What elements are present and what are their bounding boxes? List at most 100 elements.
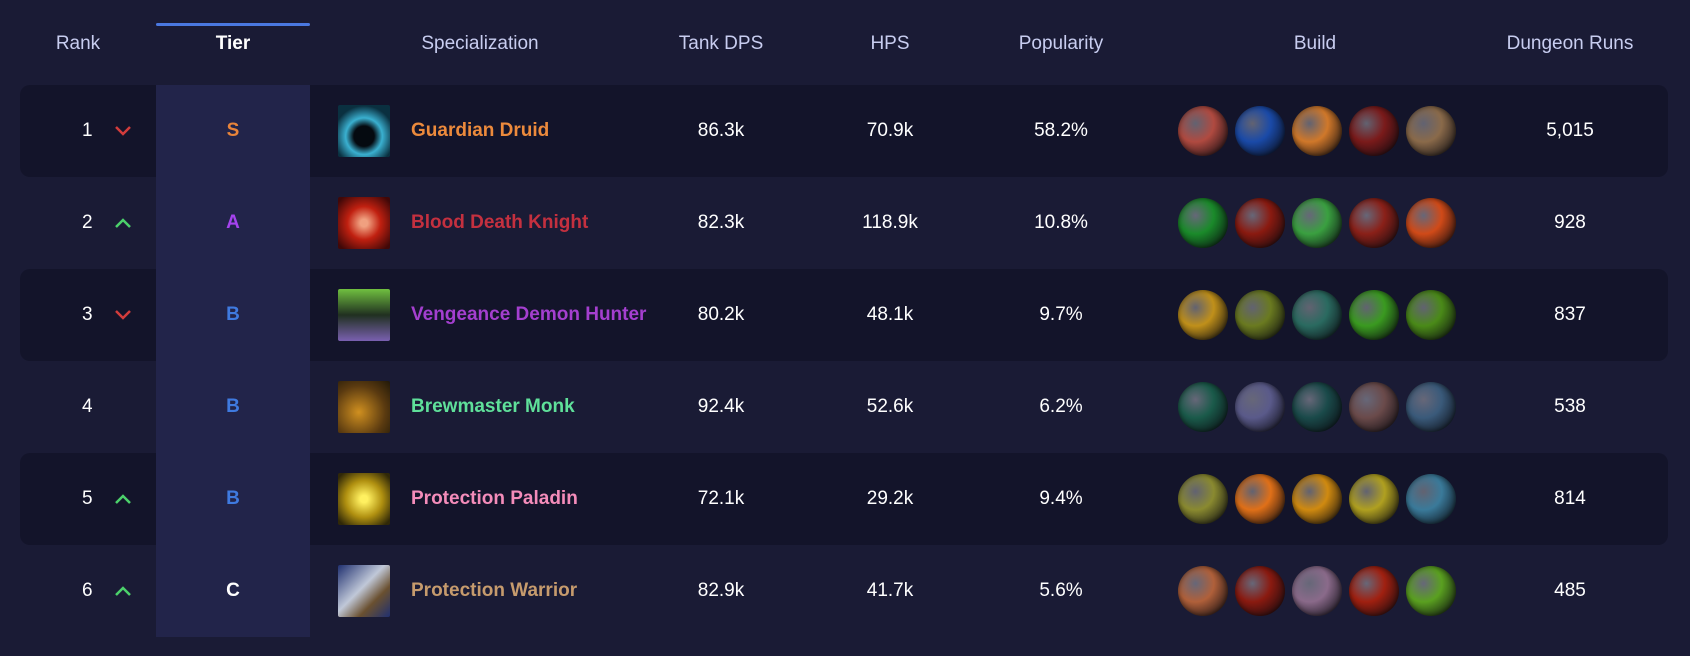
popularity-value: 6.2% xyxy=(1039,396,1083,417)
popularity-value: 9.7% xyxy=(1039,304,1083,325)
talent-icon[interactable] xyxy=(1235,382,1285,432)
talent-icon[interactable] xyxy=(1349,382,1399,432)
blood-skull-icon xyxy=(338,197,390,249)
chevron-up-icon xyxy=(114,177,134,269)
demon-horns-icon xyxy=(338,289,390,341)
hps-value: 52.6k xyxy=(866,396,914,417)
build-talents xyxy=(1178,85,1456,177)
talent-icon[interactable] xyxy=(1292,382,1342,432)
talent-icon[interactable] xyxy=(1235,198,1285,248)
talent-icon[interactable] xyxy=(1349,106,1399,156)
tank-dps-value: 82.3k xyxy=(697,212,745,233)
shield-icon xyxy=(338,565,390,617)
tier-badge: S xyxy=(226,120,240,141)
header-specialization[interactable]: Specialization xyxy=(421,33,539,54)
talent-icon[interactable] xyxy=(1178,290,1228,340)
spec-name-link[interactable]: Brewmaster Monk xyxy=(411,396,575,417)
talent-icon[interactable] xyxy=(1178,474,1228,524)
hps-value: 41.7k xyxy=(866,580,914,601)
spec-name-link[interactable]: Guardian Druid xyxy=(411,120,550,141)
spec-name-link[interactable]: Vengeance Demon Hunter xyxy=(411,304,647,325)
chevron-down-icon xyxy=(114,269,134,361)
talent-icon[interactable] xyxy=(1235,106,1285,156)
hps-value: 70.9k xyxy=(866,120,914,141)
talent-icon[interactable] xyxy=(1406,566,1456,616)
talent-icon[interactable] xyxy=(1406,198,1456,248)
dungeon-runs-value: 5,015 xyxy=(1546,120,1594,141)
talent-icon[interactable] xyxy=(1235,566,1285,616)
tier-badge: B xyxy=(226,488,240,509)
popularity-value: 10.8% xyxy=(1034,212,1088,233)
tank-dps-value: 72.1k xyxy=(697,488,745,509)
popularity-value: 58.2% xyxy=(1034,120,1088,141)
table-row[interactable]: 2 A Blood Death Knight 82.3k 118.9k 10.8… xyxy=(20,177,1668,269)
chevron-up-icon xyxy=(114,545,134,637)
header-hps[interactable]: HPS xyxy=(870,33,910,54)
build-talents xyxy=(1178,361,1456,453)
hps-value: 118.9k xyxy=(862,212,918,233)
talent-icon[interactable] xyxy=(1406,382,1456,432)
hps-value: 48.1k xyxy=(866,304,914,325)
talent-icon[interactable] xyxy=(1178,382,1228,432)
tier-badge: C xyxy=(226,580,240,601)
talent-icon[interactable] xyxy=(1292,106,1342,156)
talent-icon[interactable] xyxy=(1349,566,1399,616)
brew-keg-icon xyxy=(338,381,390,433)
tank-dps-value: 80.2k xyxy=(697,304,745,325)
spec-name-link[interactable]: Blood Death Knight xyxy=(411,212,589,233)
tier-badge: B xyxy=(226,304,240,325)
table-row[interactable]: 4 B Brewmaster Monk 92.4k 52.6k 6.2% 538 xyxy=(20,361,1668,453)
tier-sort-indicator xyxy=(156,23,310,26)
rank-number: 5 xyxy=(82,488,93,509)
tank-dps-value: 86.3k xyxy=(697,120,745,141)
rank-number: 6 xyxy=(82,580,93,601)
header-dungeon-runs[interactable]: Dungeon Runs xyxy=(1506,33,1634,54)
build-talents xyxy=(1178,545,1456,637)
talent-icon[interactable] xyxy=(1178,198,1228,248)
dungeon-runs-value: 538 xyxy=(1554,396,1586,417)
spec-name-link[interactable]: Protection Paladin xyxy=(411,488,578,509)
dungeon-runs-value: 485 xyxy=(1554,580,1586,601)
header-tank-dps[interactable]: Tank DPS xyxy=(678,33,764,54)
talent-icon[interactable] xyxy=(1292,474,1342,524)
talent-icon[interactable] xyxy=(1235,474,1285,524)
tier-badge: B xyxy=(226,396,240,417)
talent-icon[interactable] xyxy=(1292,290,1342,340)
talent-icon[interactable] xyxy=(1406,290,1456,340)
talent-icon[interactable] xyxy=(1406,106,1456,156)
chevron-up-icon xyxy=(114,453,134,545)
talent-icon[interactable] xyxy=(1292,566,1342,616)
talent-icon[interactable] xyxy=(1349,198,1399,248)
talent-icon[interactable] xyxy=(1178,566,1228,616)
talent-icon[interactable] xyxy=(1178,106,1228,156)
table-row[interactable]: 6 C Protection Warrior 82.9k 41.7k 5.6% … xyxy=(20,545,1668,637)
build-talents xyxy=(1178,177,1456,269)
golden-helm-icon xyxy=(338,473,390,525)
tank-dps-value: 82.9k xyxy=(697,580,745,601)
no-trend xyxy=(114,361,134,453)
popularity-value: 5.6% xyxy=(1039,580,1083,601)
talent-icon[interactable] xyxy=(1406,474,1456,524)
rank-number: 2 xyxy=(82,212,93,233)
dungeon-runs-value: 814 xyxy=(1554,488,1586,509)
talent-icon[interactable] xyxy=(1235,290,1285,340)
rank-number: 1 xyxy=(82,120,93,141)
spec-name-link[interactable]: Protection Warrior xyxy=(411,580,578,601)
header-build[interactable]: Build xyxy=(1293,33,1337,54)
header-rank[interactable]: Rank xyxy=(55,33,101,54)
bear-paw-icon xyxy=(338,105,390,157)
rank-number: 3 xyxy=(82,304,93,325)
header-tier[interactable]: Tier xyxy=(215,33,251,54)
popularity-value: 9.4% xyxy=(1039,488,1083,509)
chevron-down-icon xyxy=(114,85,134,177)
talent-icon[interactable] xyxy=(1292,198,1342,248)
tier-badge: A xyxy=(226,212,240,233)
talent-icon[interactable] xyxy=(1349,474,1399,524)
dungeon-runs-value: 837 xyxy=(1554,304,1586,325)
dungeon-runs-value: 928 xyxy=(1554,212,1586,233)
tank-dps-value: 92.4k xyxy=(697,396,745,417)
tier-column-highlight xyxy=(156,85,310,637)
header-popularity[interactable]: Popularity xyxy=(1018,33,1104,54)
talent-icon[interactable] xyxy=(1349,290,1399,340)
hps-value: 29.2k xyxy=(866,488,914,509)
